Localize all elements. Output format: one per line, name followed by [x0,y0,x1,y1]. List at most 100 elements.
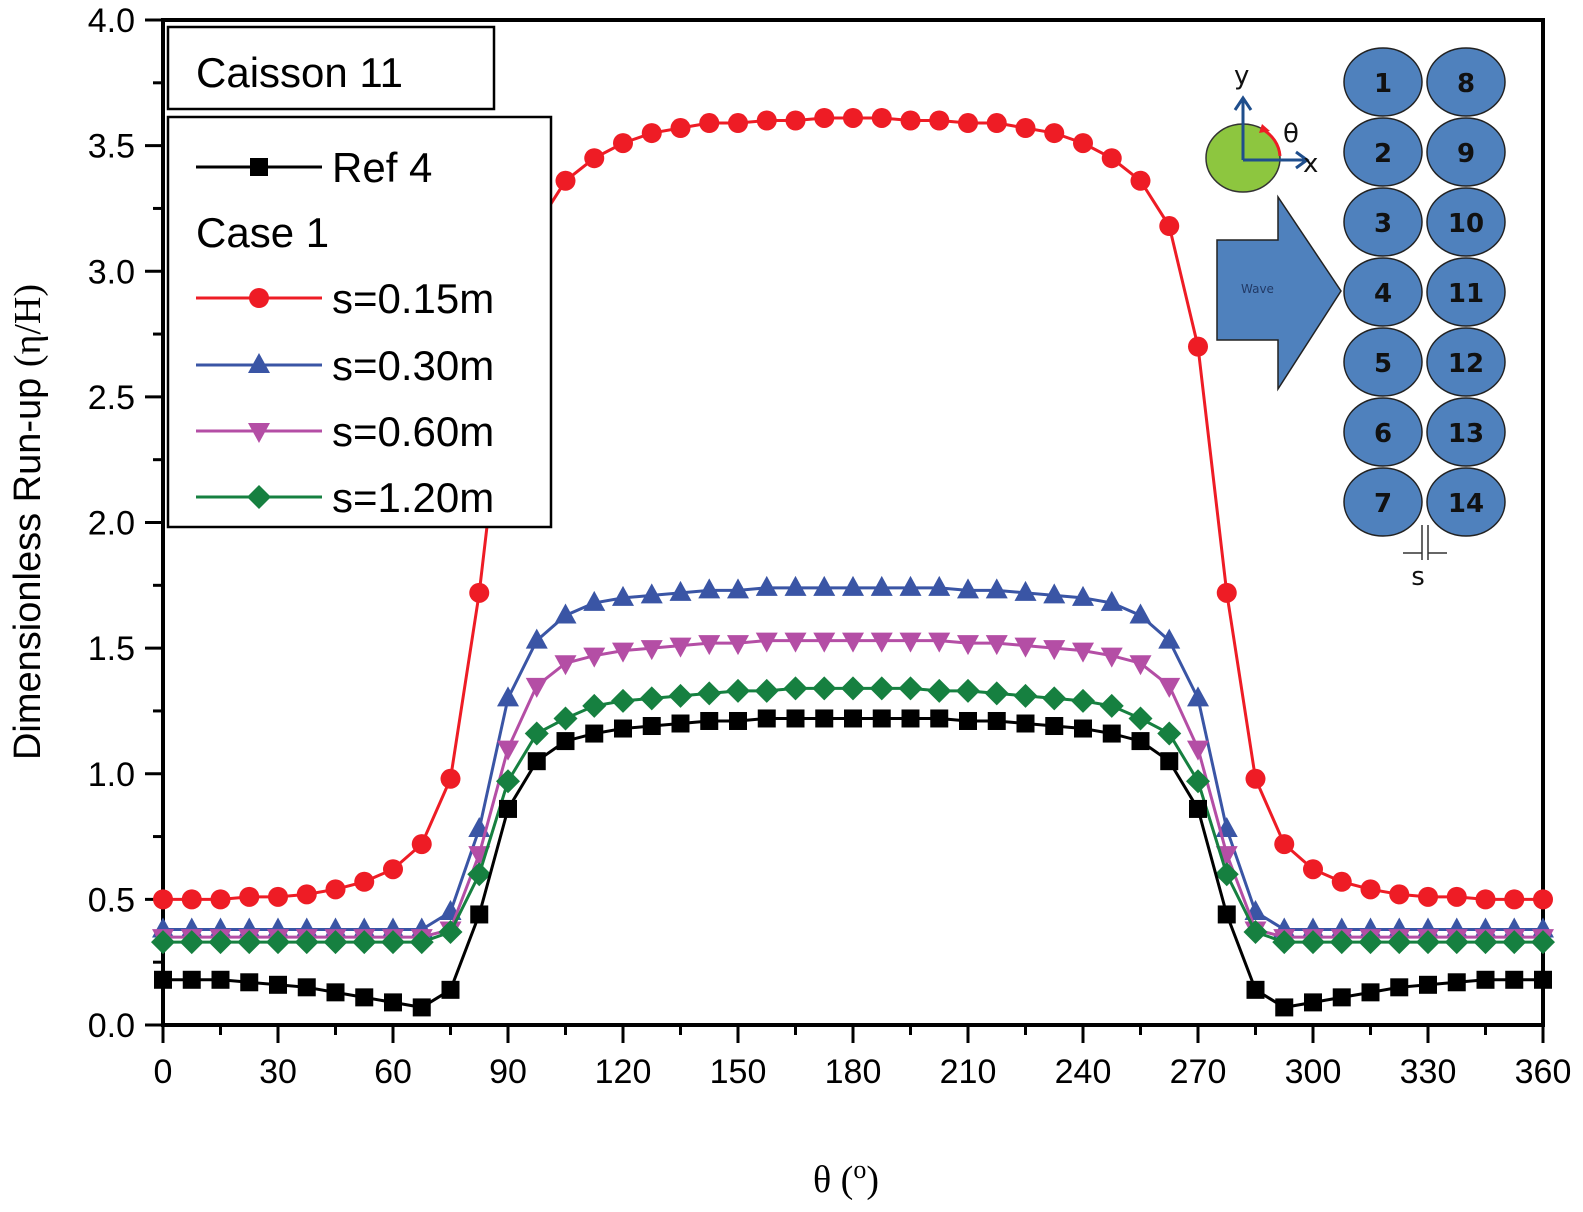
data-point [352,930,377,955]
data-point [727,578,749,599]
caisson-label: 2 [1374,139,1392,169]
annotation-text: Caisson 11 [196,49,403,96]
data-point [1475,889,1496,910]
legend-entry: s=0.60m [196,408,494,455]
data-point [1016,714,1035,733]
data-point [697,681,722,706]
data-point [1217,905,1236,924]
caisson-label: 8 [1457,69,1475,99]
caisson-2: 2 [1343,117,1423,187]
caisson-12: 12 [1426,327,1506,397]
caisson-label: 10 [1448,209,1484,239]
caisson-circle [1343,187,1423,257]
data-point [841,676,865,701]
data-point [1131,732,1150,751]
legend-entry: Ref 4 [196,144,432,191]
data-point [1531,930,1555,955]
caisson-circle [1426,257,1506,327]
data-point [1072,585,1094,606]
annotation-box-frame [166,25,496,111]
data-point [497,740,519,761]
caisson-circle [1426,187,1506,257]
y-tick-label: 4.0 [88,2,135,40]
caisson-1: 1 [1343,47,1423,117]
data-point [1128,706,1153,731]
data-point [842,632,864,653]
y-axis-ticks: 0.0 0.5 1.0 1.5 2.0 2.5 3.0 3.5 4.0 [88,2,163,1045]
data-point [844,709,862,728]
data-point [1389,884,1410,905]
wave-arrow-shape [1216,194,1342,392]
caisson-5: 5 [1343,327,1423,397]
data-point [1272,930,1297,955]
data-point [900,110,921,131]
data-point [671,714,690,733]
x-tick-label: 150 [710,1053,767,1091]
data-point [1130,170,1151,191]
data-point [929,110,950,131]
wave-arrow: Wave [1216,194,1342,392]
data-point [1387,930,1412,955]
data-point [1129,655,1152,676]
data-point [555,170,576,191]
data-point [1332,988,1351,1007]
data-point [813,632,836,653]
data-point [240,973,259,992]
caisson-label: 9 [1457,139,1475,169]
data-point [957,578,979,599]
y-tick-label: 2.5 [88,379,135,417]
series-line [163,716,1543,1009]
y-axis-title-greek: (η/H) [7,284,49,367]
x-tick-label: 120 [595,1053,652,1091]
data-point [467,862,492,887]
data-point [211,970,230,989]
data-point [1534,970,1552,989]
caisson-label: 5 [1374,349,1392,379]
data-point [927,678,952,703]
data-point [469,582,490,603]
data-point [754,678,779,703]
data-point [812,676,837,701]
x-axis-title-main: θ ( [813,1159,853,1201]
data-point [612,585,634,606]
annotation-box: Caisson 11 [166,25,496,111]
data-point [239,886,260,907]
data-point [870,575,893,596]
y-tick-label: 2.0 [88,505,135,543]
gap-indicator: s [1403,525,1447,592]
data-point [1074,719,1092,738]
data-point [727,635,749,656]
data-point [957,635,979,656]
data-point [584,148,605,169]
data-point [440,768,461,789]
data-point [1102,724,1121,743]
data-point [1014,637,1037,658]
caisson-label: 13 [1448,419,1484,449]
data-point [409,930,434,955]
caisson-label: 11 [1448,279,1484,309]
legend-label: Ref 4 [332,144,432,191]
data-point [1243,920,1268,945]
data-point [153,889,173,910]
legend-label: s=1.20m [332,474,494,521]
data-point [1358,930,1383,955]
x-tick-label: 210 [940,1053,997,1091]
caisson-circle [1426,47,1506,117]
series-s-0-15m [153,107,1553,910]
data-point [785,110,806,131]
x-axis-title: θ (o) [813,1155,879,1201]
y-tick-label: 0.0 [88,1007,135,1045]
data-point [237,930,262,955]
data-point [986,113,1007,134]
data-point [1072,642,1094,663]
series-s-1-20m [151,676,1555,955]
data-point [583,590,606,611]
data-point [154,970,172,989]
data-point [757,709,776,728]
data-point [1187,740,1209,761]
data-point [699,113,720,134]
data-point [870,632,893,653]
series-ref-4 [154,709,1552,1017]
data-point [869,676,894,701]
